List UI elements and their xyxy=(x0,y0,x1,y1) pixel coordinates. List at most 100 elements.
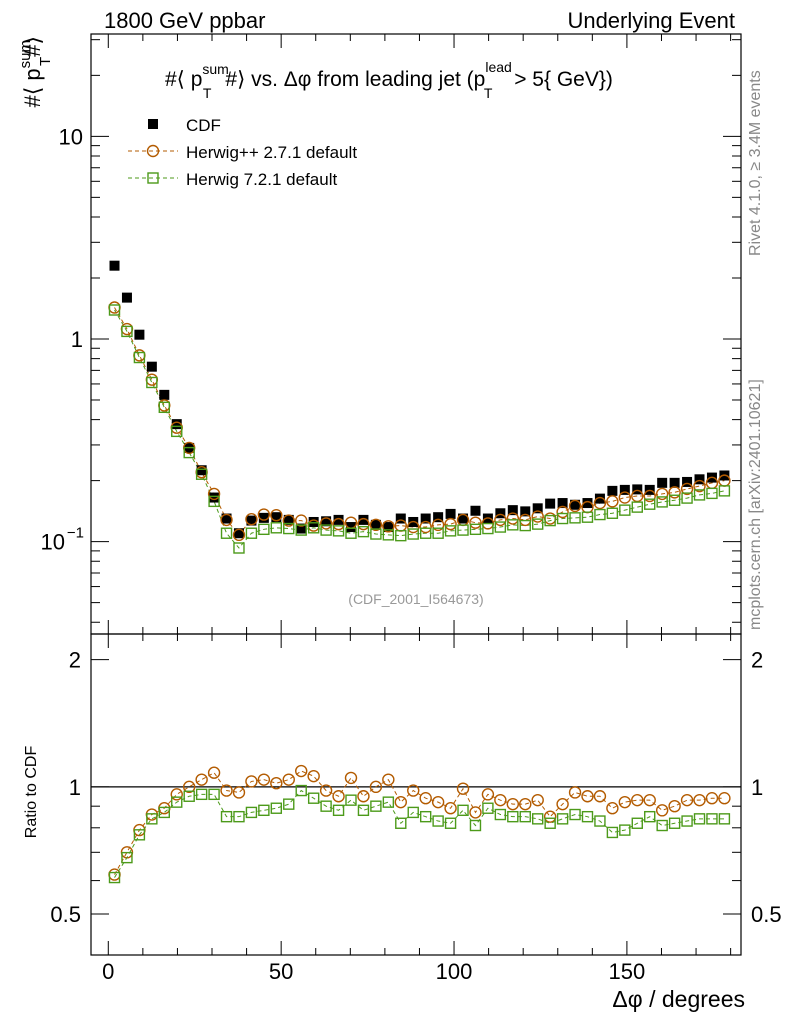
analysis-watermark: (CDF_2001_I564673) xyxy=(348,591,483,607)
series-herwig-7-2-1-default-ratio-point xyxy=(245,806,258,819)
series-herwig-7-2-1-default-point xyxy=(183,446,195,459)
legend-marker xyxy=(146,144,160,158)
series-herwig-7-2-1-default-ratio-point xyxy=(569,808,581,821)
ratio-tick-label-right: 1 xyxy=(751,775,763,800)
series-herwig-7-2-1-default-ratio-point xyxy=(532,813,544,825)
series-cdf-point xyxy=(346,522,356,533)
series-herwig-2-7-1-default-ratio-point xyxy=(705,792,719,805)
series-herwig-2-7-1-default-ratio-point xyxy=(593,790,607,803)
series-herwig-7-2-1-default-point xyxy=(656,496,668,508)
series-herwig-7-2-1-default-ratio-point xyxy=(370,800,382,812)
series-herwig-7-2-1-default-point xyxy=(195,468,208,480)
series-herwig-7-2-1-default-ratio-point xyxy=(108,871,121,884)
series-herwig-7-2-1-default-point xyxy=(270,522,283,534)
series-herwig-2-7-1-default-ratio-point xyxy=(220,784,233,797)
series-herwig-7-2-1-default-point xyxy=(432,527,444,539)
legend-marker xyxy=(148,119,158,129)
series-herwig-7-2-1-default-point xyxy=(556,512,569,525)
series-herwig-7-2-1-default-ratio-point xyxy=(519,810,531,823)
series-herwig-7-2-1-default-ratio-point xyxy=(121,851,133,864)
series-herwig-7-2-1-default-point xyxy=(644,498,656,510)
series-herwig-7-2-1-default-ratio-point xyxy=(457,804,469,817)
series-cdf-point xyxy=(233,528,244,539)
series-cdf-point xyxy=(246,515,257,526)
series-herwig-2-7-1-default-point xyxy=(257,508,271,521)
series-herwig-7-2-1-default-point xyxy=(320,524,332,536)
series-herwig-2-7-1-default-point xyxy=(145,373,159,386)
series-herwig-7-2-1-default-point xyxy=(220,527,233,539)
series-herwig-7-2-1-default-ratio-point xyxy=(220,810,233,823)
series-cdf-point xyxy=(171,419,182,430)
series-cdf-point xyxy=(383,522,394,533)
series-herwig-2-7-1-default-point xyxy=(431,518,445,532)
series-herwig-7-2-1-default-point xyxy=(444,525,457,537)
series-herwig-2-7-1-default-ratio-point xyxy=(257,773,271,786)
series-herwig-2-7-1-default-ratio-point xyxy=(444,802,457,815)
series-herwig-2-7-1-default-point xyxy=(382,520,395,533)
series-cdf-point xyxy=(109,260,120,271)
series-herwig-7-2-1-default-ratio-point xyxy=(606,826,619,839)
plot-title: #⟨ psum T#⟩ vs. Δφ from leading jet (plea… xyxy=(165,59,613,101)
series-herwig-7-2-1-default-point xyxy=(419,527,432,539)
series-herwig-7-2-1-default-ratio-point xyxy=(332,804,345,817)
series-herwig-7-2-1-default-ratio-point xyxy=(320,800,332,812)
series-herwig-7-2-1-default-point xyxy=(482,522,494,535)
series-herwig-7-2-1-default-point xyxy=(357,525,370,538)
ratio-tick-label-left: 0.5 xyxy=(50,902,81,927)
x-tick-label: 100 xyxy=(436,959,473,984)
legend-marker xyxy=(147,172,159,184)
series-cdf-point xyxy=(433,512,444,523)
header-right: Underlying Event xyxy=(567,8,735,33)
series-herwig-2-7-1-default-point xyxy=(531,510,544,523)
series-herwig-7-2-1-default-ratio-point xyxy=(556,813,569,825)
series-herwig-2-7-1-default-ratio-point xyxy=(494,793,507,807)
series-herwig-2-7-1-default-ratio-point xyxy=(469,806,482,819)
series-herwig-7-2-1-default-point xyxy=(245,527,258,539)
series-herwig-2-7-1-default-point xyxy=(220,513,233,527)
series-herwig-2-7-1-default-ratio-point xyxy=(170,788,183,801)
series-herwig-2-7-1-default-ratio-point xyxy=(295,764,308,778)
series-herwig-2-7-1-default-ratio-point xyxy=(382,773,395,786)
series-herwig-7-2-1-default-point xyxy=(395,529,407,542)
series-herwig-2-7-1-default-point xyxy=(618,491,632,504)
series-herwig-7-2-1-default-ratio-point xyxy=(681,815,693,827)
legend-label: Herwig 7.2.1 default xyxy=(186,170,337,189)
series-herwig-7-2-1-default-ratio-point xyxy=(295,784,307,797)
series-herwig-7-2-1-default-ratio-point xyxy=(544,817,556,829)
series-herwig-2-7-1-default-point xyxy=(494,513,507,527)
series-herwig-2-7-1-default-point xyxy=(444,517,457,531)
series-cdf-point xyxy=(283,514,294,525)
series-herwig-7-2-1-default-ratio-point xyxy=(345,794,357,806)
series-herwig-7-2-1-default-point xyxy=(494,521,507,533)
series-cdf-point xyxy=(221,513,232,524)
series-herwig-2-7-1-default-ratio-point xyxy=(419,792,432,805)
ratio-tick-label-right: 0.5 xyxy=(751,902,782,927)
ratio-y-axis-label: Ratio to CDF xyxy=(23,746,40,839)
series-herwig-7-2-1-default-ratio-point xyxy=(693,813,706,825)
series-herwig-2-7-1-default-ratio-point xyxy=(357,790,370,803)
series-herwig-7-2-1-default-ratio-point xyxy=(706,813,718,825)
series-herwig-7-2-1-default-ratio-point xyxy=(195,788,208,801)
x-tick-label: 50 xyxy=(269,959,293,984)
series-cdf-point xyxy=(196,465,207,476)
series-herwig-7-2-1-default-ratio-point xyxy=(407,806,419,819)
series-herwig-2-7-1-default-point xyxy=(407,520,420,534)
series-herwig-7-2-1-default-point xyxy=(532,518,544,530)
series-herwig-7-2-1-default-ratio-point xyxy=(444,817,457,829)
series-herwig-7-2-1-default-point xyxy=(594,508,606,521)
series-herwig-2-7-1-default-ratio-point xyxy=(581,790,594,803)
series-herwig-7-2-1-default-ratio-point xyxy=(283,798,295,810)
series-herwig-7-2-1-default-point xyxy=(283,522,295,535)
series-cdf-point xyxy=(507,505,518,516)
series-herwig-7-2-1-default-point xyxy=(457,524,469,536)
series-cdf-point xyxy=(395,513,406,524)
y-axis-label: #⟨ psum T#⟩ xyxy=(17,36,54,108)
legend-label: Herwig++ 2.7.1 default xyxy=(186,143,357,162)
series-herwig-7-2-1-default-ratio-point xyxy=(494,808,507,821)
series-herwig-2-7-1-default-ratio-point xyxy=(506,797,520,811)
series-herwig-7-2-1-default-ratio-point xyxy=(644,810,656,823)
series-herwig-2-7-1-default-point xyxy=(270,509,283,522)
series-herwig-2-7-1-default-point xyxy=(245,513,258,526)
series-herwig-7-2-1-default-ratio-point xyxy=(307,792,320,804)
y-tick-label: 1 xyxy=(71,327,83,352)
